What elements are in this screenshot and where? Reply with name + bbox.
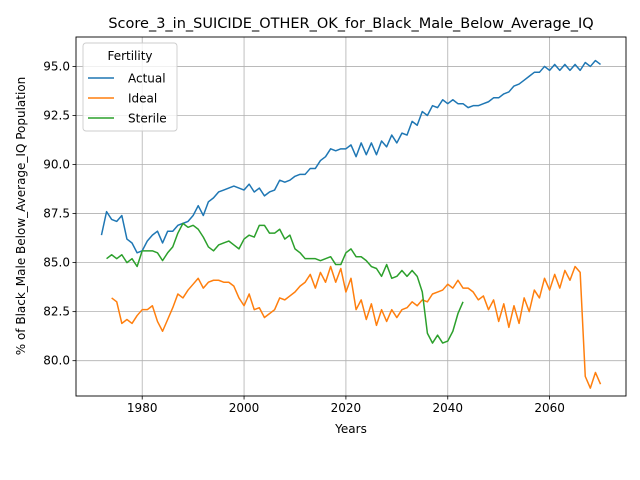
y-axis-label: % of Black_Male Below_Average_IQ Populat… bbox=[14, 77, 28, 356]
legend-title: Fertility bbox=[107, 49, 152, 63]
x-tick-label: 2060 bbox=[534, 401, 565, 415]
x-axis-label: Years bbox=[334, 422, 367, 436]
legend-label-actual: Actual bbox=[128, 72, 166, 86]
chart-title: Score_3_in_SUICIDE_OTHER_OK_for_Black_Ma… bbox=[108, 16, 593, 32]
legend-label-sterile: Sterile bbox=[128, 112, 167, 126]
y-tick-label: 95.0 bbox=[43, 59, 70, 73]
x-tick-label: 1980 bbox=[127, 401, 158, 415]
legend: Fertility Actual Ideal Sterile bbox=[83, 43, 177, 131]
x-tick-label: 2000 bbox=[229, 401, 260, 415]
y-tick-label: 80.0 bbox=[43, 354, 70, 368]
y-tick-label: 85.0 bbox=[43, 256, 70, 270]
x-tick-label: 2020 bbox=[331, 401, 362, 415]
y-tick-label: 92.5 bbox=[43, 108, 70, 122]
x-tick-label: 2040 bbox=[432, 401, 463, 415]
legend-label-ideal: Ideal bbox=[128, 92, 157, 106]
y-tick-label: 87.5 bbox=[43, 207, 70, 221]
y-tick-label: 82.5 bbox=[43, 305, 70, 319]
y-tick-label: 90.0 bbox=[43, 158, 70, 172]
